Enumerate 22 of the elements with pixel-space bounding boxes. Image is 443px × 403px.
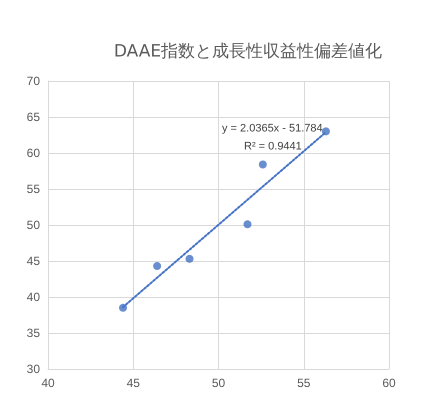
- chart-title: DAAE指数と成長性収益性偏差値化: [114, 42, 382, 62]
- x-tick-label: 55: [297, 376, 311, 390]
- y-tick-label: 55: [26, 182, 40, 196]
- y-tick-label: 65: [26, 110, 40, 124]
- point: [186, 254, 194, 263]
- point: [258, 160, 267, 169]
- point: [153, 262, 162, 270]
- x-tick-label: 40: [41, 376, 55, 390]
- x-tick-label: 45: [126, 376, 140, 390]
- x-tick-label: 50: [212, 376, 226, 390]
- y-tick-label: 45: [26, 254, 40, 268]
- y-tick-label: 50: [26, 218, 40, 232]
- annotation: R² = 0.9441: [244, 140, 302, 152]
- y-tick-label: 30: [26, 362, 40, 376]
- annotation: y = 2.0365x - 51.784: [222, 122, 323, 134]
- x-tick-label: 60: [382, 376, 396, 390]
- y-tick-label: 70: [26, 74, 40, 88]
- point: [243, 220, 252, 228]
- y-tick-label: 60: [26, 146, 40, 160]
- point: [322, 127, 330, 136]
- y-tick-label: 35: [26, 326, 40, 340]
- y-tick-label: 40: [26, 290, 40, 304]
